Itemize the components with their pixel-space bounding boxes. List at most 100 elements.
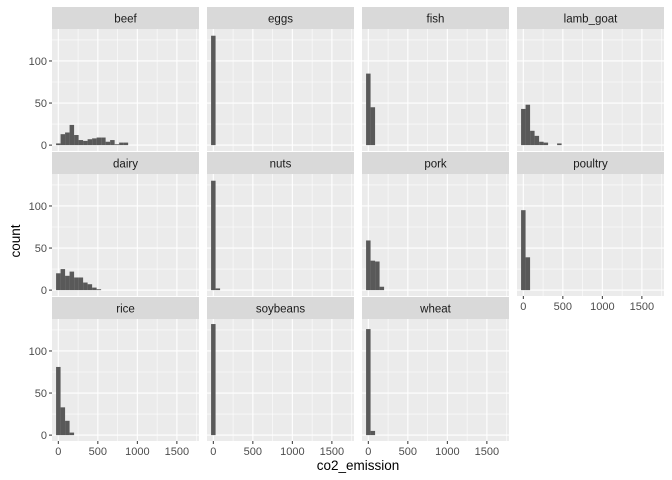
histogram-bar	[105, 141, 111, 146]
plot-area	[207, 29, 354, 151]
histogram-bar	[60, 134, 66, 146]
panel-background	[207, 319, 354, 441]
histogram-bar	[521, 210, 526, 291]
histogram-bar	[215, 288, 221, 291]
facet-strip-label: nuts	[270, 159, 292, 171]
facet-strip	[362, 297, 509, 319]
histogram-bar	[78, 140, 84, 146]
histogram-bar	[211, 180, 216, 291]
panel-background	[207, 29, 354, 151]
facet-strip	[517, 152, 664, 174]
x-tick-label: 1000	[280, 446, 304, 458]
facet-strip-label: poultry	[573, 159, 608, 171]
histogram-bar	[56, 366, 61, 436]
histogram-bar	[366, 73, 371, 146]
facet-soybeans: soybeans 0 500 1000 1500	[207, 297, 354, 458]
histogram-bar	[83, 282, 88, 291]
histogram-bar	[366, 240, 371, 291]
facet-fish: fish	[362, 7, 509, 151]
histogram-bar	[110, 140, 115, 146]
y-tick-label: 100	[29, 346, 47, 358]
y-tick-label: 50	[35, 388, 47, 400]
x-tick-label: 1000	[125, 446, 149, 458]
histogram-bar	[366, 329, 371, 436]
histogram-bar	[96, 137, 102, 146]
plot-area	[362, 319, 509, 441]
x-tick-label: 0	[365, 446, 371, 458]
y-tick-label: 50	[35, 243, 47, 255]
x-tick-label: 1000	[590, 301, 614, 313]
histogram-bar	[375, 261, 380, 291]
y-tick-label: 0	[41, 285, 47, 297]
x-tick-label: 1500	[320, 446, 344, 458]
histogram-bar	[123, 142, 129, 146]
histogram-bar	[74, 135, 79, 146]
y-tick-label: 100	[29, 201, 47, 213]
plot-area	[517, 174, 664, 296]
histogram-bar	[379, 286, 385, 291]
histogram-bar	[87, 284, 93, 291]
y-axis-title: count	[8, 224, 23, 257]
facet-strip	[52, 297, 199, 319]
panel-background	[52, 29, 199, 151]
facet-strip-label: rice	[116, 304, 135, 316]
facet-strip	[52, 152, 199, 174]
facet-strip-label: wheat	[419, 304, 451, 316]
y-tick-label: 0	[41, 140, 47, 152]
histogram-bar	[370, 430, 376, 436]
facet-strip	[362, 7, 509, 29]
histogram-bar	[92, 138, 97, 146]
facet-eggs: eggs	[207, 7, 354, 151]
histogram-bar	[65, 420, 70, 436]
y-tick-label: 0	[41, 430, 47, 442]
plot-area	[362, 29, 509, 151]
histogram-bar	[65, 275, 70, 291]
histogram-bar	[211, 35, 216, 146]
panel-background	[362, 319, 509, 441]
histogram-bar	[543, 142, 549, 146]
facet-strip	[207, 152, 354, 174]
histogram-bar	[65, 132, 70, 146]
x-tick-label: 0	[210, 446, 216, 458]
histogram-bar	[534, 135, 540, 146]
histogram-bar	[525, 104, 531, 146]
facet-strip	[207, 7, 354, 29]
facet-strip-label: pork	[424, 159, 447, 171]
panel-background	[517, 29, 664, 151]
plot-area	[362, 174, 509, 296]
facet-strip-label: lamb_goat	[564, 14, 619, 26]
facet-strip	[362, 152, 509, 174]
plot-area	[52, 174, 199, 296]
facet-poultry: poultry 0 500 1000 1500	[517, 152, 664, 313]
histogram-bar	[96, 289, 102, 291]
x-tick-label: 500	[89, 446, 107, 458]
x-tick-label: 500	[399, 446, 417, 458]
x-tick-label: 1500	[630, 301, 654, 313]
facet-strip-label: eggs	[268, 14, 293, 26]
x-tick-label: 1000	[435, 446, 459, 458]
histogram-bar	[370, 260, 376, 291]
facet-strip-label: fish	[427, 14, 445, 26]
facet-beef: beef 0 50 100	[29, 7, 199, 152]
facet-strip-label: dairy	[113, 159, 138, 171]
histogram-bar	[539, 141, 544, 146]
panel-background	[362, 174, 509, 296]
histogram-bar	[114, 144, 120, 146]
plot-area	[52, 319, 199, 441]
histogram-bar	[92, 287, 97, 291]
histogram-bar	[74, 277, 79, 291]
histogram-bar	[101, 137, 106, 146]
histogram-bar	[557, 143, 562, 146]
histogram-bar	[69, 271, 75, 291]
panel-background	[362, 29, 509, 151]
histogram-bar	[530, 130, 535, 146]
y-tick-label: 100	[29, 56, 47, 68]
facet-lamb-goat: lamb_goat	[517, 7, 664, 151]
histogram-bar	[211, 324, 216, 436]
panel-background	[517, 174, 664, 296]
x-tick-label: 1500	[475, 446, 499, 458]
histogram-bar	[119, 142, 124, 146]
facet-dairy: dairy 0 50 100	[29, 152, 199, 297]
plot-area	[207, 319, 354, 441]
